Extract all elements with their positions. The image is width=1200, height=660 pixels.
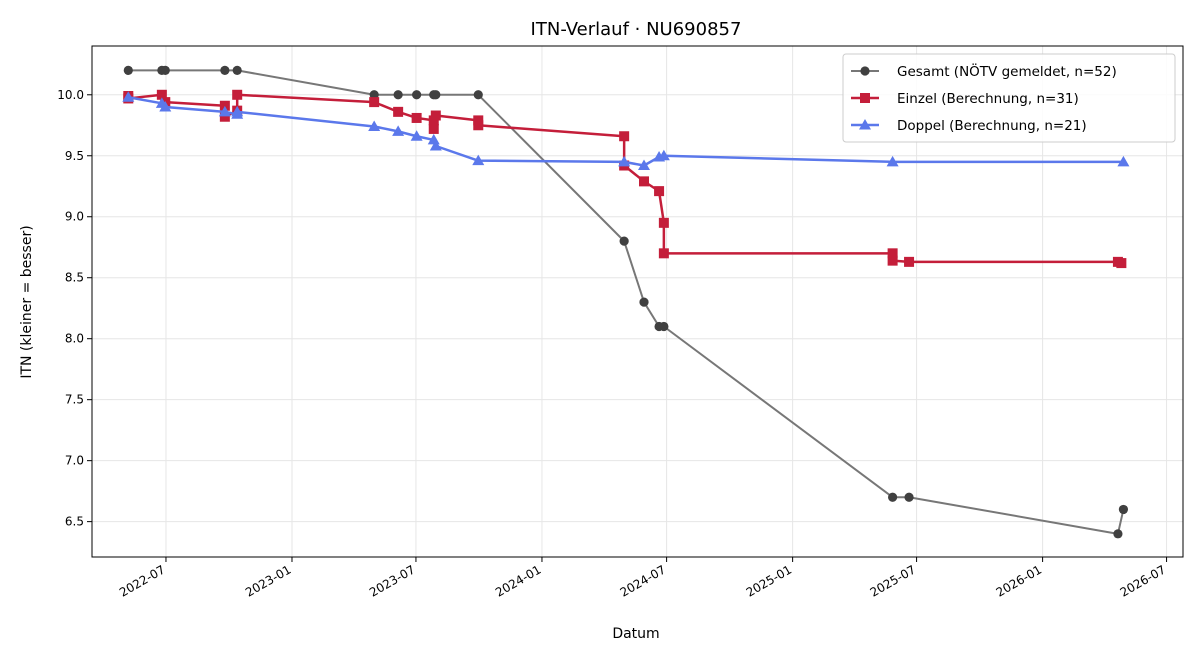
series-layer (122, 65, 1130, 539)
data-point (639, 297, 649, 307)
legend: Gesamt (NÖTV gemeldet, n=52) Einzel (Bere… (842, 53, 1176, 143)
y-axis-ticks: 6.5 7.0 7.5 8.0 8.5 9.0 9.5 10.0 (57, 88, 92, 529)
data-point (658, 248, 669, 259)
data-point (219, 100, 230, 111)
data-point (888, 492, 898, 502)
legend-label: Einzel (Berechnung, n=31) (897, 91, 1079, 107)
legend-label: Doppel (Berechnung, n=21) (897, 118, 1087, 134)
data-point (658, 217, 669, 228)
x-tick-label: 2024-07 (618, 562, 668, 599)
data-point (411, 112, 422, 123)
data-point (156, 89, 167, 100)
y-tick-label: 7.5 (65, 393, 84, 407)
series-3 (122, 91, 1130, 171)
data-point (428, 123, 439, 134)
x-tick-label: 2025-07 (868, 562, 918, 599)
legend-frame (842, 53, 1176, 143)
data-point (472, 154, 485, 166)
data-point (123, 65, 133, 75)
data-point (618, 155, 631, 167)
x-axis-label: Datum (612, 626, 659, 642)
data-point (122, 91, 135, 102)
data-point (1116, 258, 1127, 269)
x-tick-label: 2023-07 (367, 562, 417, 599)
plot-frame (91, 45, 1184, 558)
data-point (887, 248, 898, 259)
data-point (232, 89, 243, 100)
data-point (654, 186, 665, 197)
data-point (368, 120, 381, 131)
legend-item-3: Doppel (Berechnung, n=21) (851, 118, 1087, 134)
data-point (219, 111, 230, 122)
data-point (619, 236, 629, 246)
data-point (886, 155, 899, 167)
x-tick-label: 2022-07 (117, 562, 167, 599)
data-point (904, 492, 914, 502)
data-point (1113, 529, 1123, 539)
x-tick-label: 2026-07 (1118, 562, 1168, 599)
y-axis-label: ITN (kleiner = besser) (19, 225, 35, 378)
data-point (904, 256, 915, 267)
data-point (430, 110, 441, 121)
y-tick-label: 8.5 (65, 271, 84, 285)
x-tick-label: 2025-01 (744, 562, 794, 599)
data-point (231, 105, 244, 117)
data-point (393, 106, 404, 117)
grid (92, 46, 1183, 557)
data-point (887, 255, 898, 266)
data-point (659, 321, 669, 332)
data-point (473, 90, 483, 100)
data-point (431, 90, 441, 100)
data-point (392, 125, 405, 136)
data-point (1118, 504, 1129, 515)
data-point (232, 65, 242, 75)
y-tick-label: 6.5 (65, 515, 84, 529)
legend-marker (860, 93, 870, 103)
x-tick-label: 2023-01 (243, 562, 293, 599)
series-1 (123, 65, 1129, 539)
chart-title: ITN-Verlauf · NU690857 (531, 19, 742, 40)
x-tick-label: 2024-01 (493, 562, 543, 599)
y-tick-label: 10.0 (57, 88, 84, 102)
data-point (369, 97, 380, 108)
data-point (410, 130, 423, 141)
data-point (218, 105, 231, 117)
legend-item-2: Einzel (Berechnung, n=31) (851, 91, 1079, 107)
data-point (369, 90, 379, 100)
legend-marker (859, 119, 871, 130)
data-point (638, 159, 651, 171)
data-point (639, 176, 650, 187)
y-tick-label: 7.0 (65, 454, 84, 468)
legend-label: Gesamt (NÖTV gemeldet, n=52) (897, 62, 1117, 80)
y-tick-label: 9.0 (65, 210, 84, 224)
x-tick-label: 2026-01 (994, 562, 1044, 599)
legend-marker (860, 66, 870, 76)
y-tick-label: 9.5 (65, 149, 84, 163)
data-point (657, 149, 670, 161)
x-axis-ticks: 2022-07 2023-01 2023-07 2024-01 2024-07 2025-… (117, 557, 1168, 600)
data-point (412, 90, 422, 100)
data-point (160, 65, 170, 75)
data-point (429, 140, 442, 151)
data-point (220, 65, 230, 75)
data-point (473, 120, 484, 131)
data-point (619, 131, 630, 142)
legend-item-1: Gesamt (NÖTV gemeldet, n=52) (851, 62, 1117, 80)
data-point (159, 100, 172, 112)
data-point (1117, 155, 1130, 167)
data-point (393, 90, 403, 100)
y-tick-label: 8.0 (65, 332, 84, 346)
